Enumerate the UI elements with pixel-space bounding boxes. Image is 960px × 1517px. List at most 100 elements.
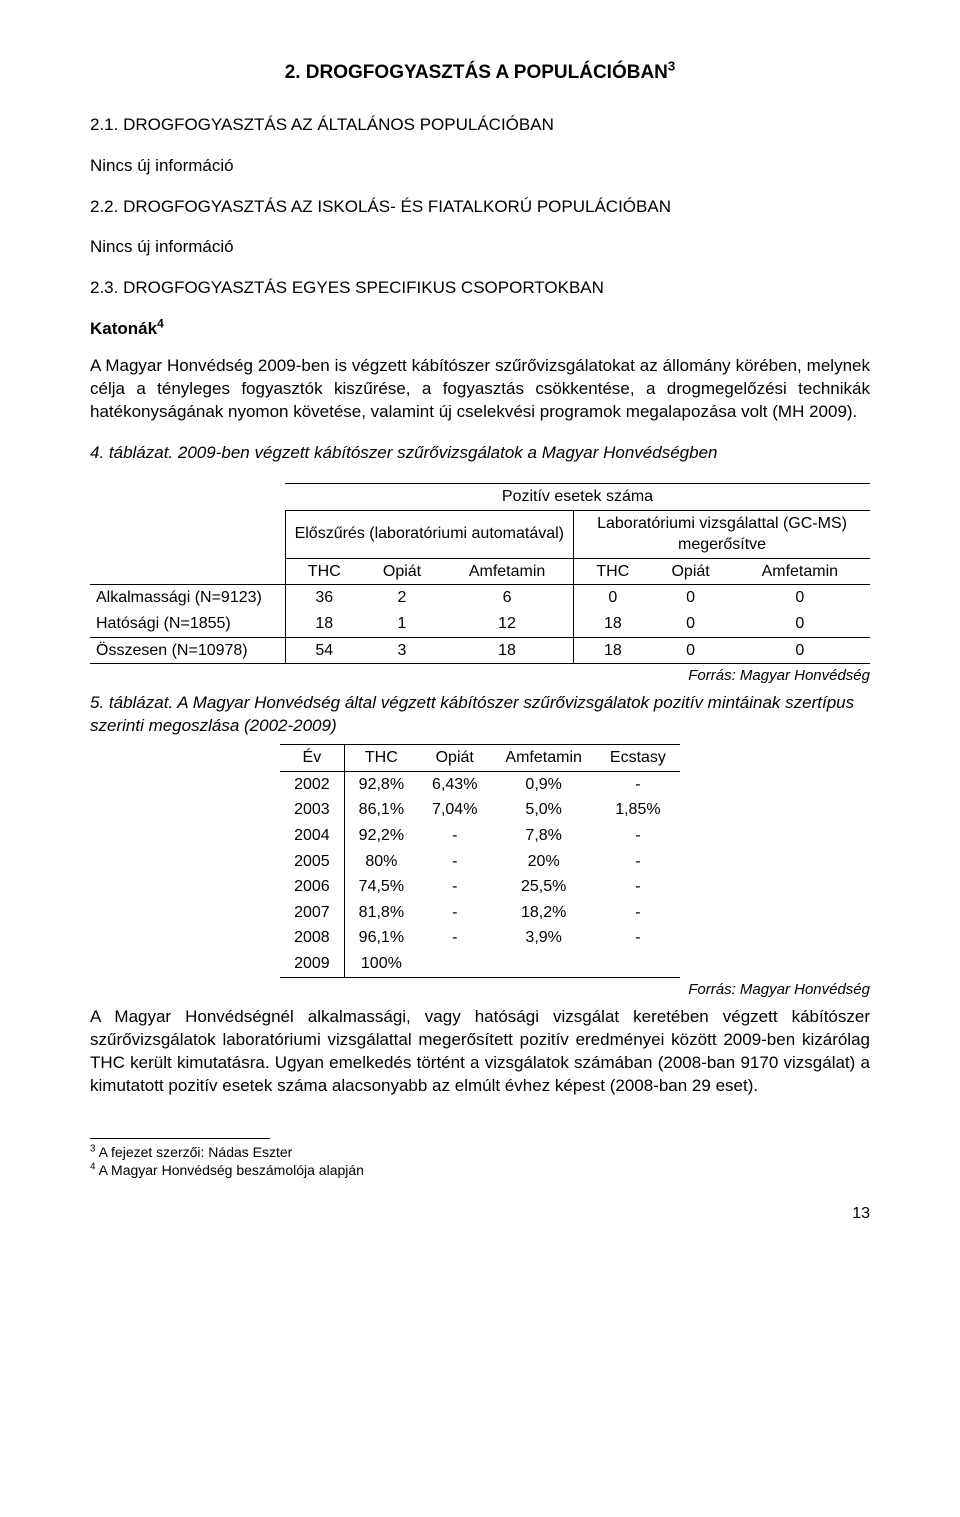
t4-r2-c3: 18 — [574, 637, 652, 664]
t5-r4-c1: 74,5% — [344, 874, 418, 900]
t4-r1-c2: 12 — [441, 611, 574, 637]
table5-source: Forrás: Magyar Honvédség — [90, 980, 870, 1000]
t4-r1-c0: 18 — [285, 611, 363, 637]
table-5: Év THC Opiát Amfetamin Ecstasy 2002 92,8… — [280, 744, 680, 977]
t4-r1-c4: 0 — [652, 611, 730, 637]
heading-sub-2: 2.2. DROGFOGYASZTÁS AZ ISKOLÁS- ÉS FIATA… — [90, 196, 870, 219]
table-row: 2008 96,1% - 3,9% - — [280, 925, 680, 951]
t4-r0-c0: 36 — [285, 585, 363, 611]
katonak-sup: 4 — [157, 317, 164, 331]
t5-r6-c1: 96,1% — [344, 925, 418, 951]
t5-r1-c1: 86,1% — [344, 797, 418, 823]
t4-header-right: Laboratóriumi vizsgálattal (GC-MS) meger… — [574, 510, 870, 558]
footnote-4: 4 A Magyar Honvédség beszámolója alapján — [90, 1161, 870, 1179]
table-row: 2009 100% — [280, 951, 680, 977]
t5-r4-c0: 2006 — [280, 874, 344, 900]
t5-r4-c3: 25,5% — [491, 874, 595, 900]
t5-col-3: Amfetamin — [491, 745, 595, 772]
t5-r2-c3: 7,8% — [491, 823, 595, 849]
heading-main-sup: 3 — [668, 59, 675, 74]
heading-main-text: 2. DROGFOGYASZTÁS A POPULÁCIÓBAN — [285, 62, 668, 83]
table-row: 2006 74,5% - 25,5% - — [280, 874, 680, 900]
t4-col-4: Opiát — [652, 558, 730, 585]
t4-col-0: THC — [285, 558, 363, 585]
t5-r6-c2: - — [418, 925, 491, 951]
t4-r0-c2: 6 — [441, 585, 574, 611]
table-row: 2003 86,1% 7,04% 5,0% 1,85% — [280, 797, 680, 823]
t5-r7-c4 — [596, 951, 680, 977]
t5-col-1: THC — [344, 745, 418, 772]
no-info-2: Nincs új információ — [90, 236, 870, 259]
t5-r2-c4: - — [596, 823, 680, 849]
t4-r0-c4: 0 — [652, 585, 730, 611]
table4-source: Forrás: Magyar Honvédség — [90, 666, 870, 686]
t5-r1-c2: 7,04% — [418, 797, 491, 823]
t5-r0-c0: 2002 — [280, 771, 344, 797]
t5-r1-c3: 5,0% — [491, 797, 595, 823]
t5-r5-c0: 2007 — [280, 900, 344, 926]
t5-r3-c4: - — [596, 849, 680, 875]
t4-r1-c5: 0 — [730, 611, 870, 637]
t5-r5-c1: 81,8% — [344, 900, 418, 926]
conclusion-para: A Magyar Honvédségnél alkalmassági, vagy… — [90, 1006, 870, 1098]
table-row: Alkalmassági (N=9123) 36 2 6 0 0 0 — [90, 585, 870, 611]
footnote-4-text: A Magyar Honvédség beszámolója alapján — [99, 1162, 364, 1178]
katonak-para: A Magyar Honvédség 2009-ben is végzett k… — [90, 355, 870, 424]
t5-r5-c4: - — [596, 900, 680, 926]
t4-col-1: Opiát — [363, 558, 441, 585]
table-row: 2004 92,2% - 7,8% - — [280, 823, 680, 849]
t5-r0-c3: 0,9% — [491, 771, 595, 797]
t5-col-4: Ecstasy — [596, 745, 680, 772]
t4-r2-c2: 18 — [441, 637, 574, 664]
footnote-4-num: 4 — [90, 1161, 95, 1172]
t5-r1-c4: 1,85% — [596, 797, 680, 823]
t5-r2-c0: 2004 — [280, 823, 344, 849]
footnote-3-text: A fejezet szerzői: Nádas Eszter — [99, 1144, 293, 1160]
t4-r2-c5: 0 — [730, 637, 870, 664]
t5-r3-c3: 20% — [491, 849, 595, 875]
t5-col-2: Opiát — [418, 745, 491, 772]
t4-r1-c3: 18 — [574, 611, 652, 637]
table5-caption: 5. táblázat. A Magyar Honvédség által vé… — [90, 692, 870, 738]
t5-r7-c3 — [491, 951, 595, 977]
t5-r0-c2: 6,43% — [418, 771, 491, 797]
t4-r2-c1: 3 — [363, 637, 441, 664]
t5-r2-c2: - — [418, 823, 491, 849]
t4-r0-label: Alkalmassági (N=9123) — [90, 585, 285, 611]
t4-header-top: Pozitív esetek száma — [285, 484, 870, 511]
t5-r3-c0: 2005 — [280, 849, 344, 875]
heading-main: 2. DROGFOGYASZTÁS A POPULÁCIÓBAN3 — [90, 60, 870, 86]
t5-r1-c0: 2003 — [280, 797, 344, 823]
t4-r0-c5: 0 — [730, 585, 870, 611]
katonak-label: Katonák — [90, 319, 157, 338]
table4-caption: 4. táblázat. 2009-ben végzett kábítószer… — [90, 442, 870, 465]
table-row: 2007 81,8% - 18,2% - — [280, 900, 680, 926]
t4-r2-c4: 0 — [652, 637, 730, 664]
katonak-heading: Katonák4 — [90, 318, 870, 341]
t5-r3-c2: - — [418, 849, 491, 875]
t5-r7-c1: 100% — [344, 951, 418, 977]
heading-sub-3: 2.3. DROGFOGYASZTÁS EGYES SPECIFIKUS CSO… — [90, 277, 870, 300]
heading-sub-1: 2.1. DROGFOGYASZTÁS AZ ÁLTALÁNOS POPULÁC… — [90, 114, 870, 137]
t4-header-left: Előszűrés (laboratóriumi automatával) — [285, 510, 574, 558]
footnote-separator — [90, 1138, 270, 1139]
table-row: 2005 80% - 20% - — [280, 849, 680, 875]
page-number: 13 — [90, 1203, 870, 1225]
t5-r7-c2 — [418, 951, 491, 977]
t4-col-3: THC — [574, 558, 652, 585]
table-row: Összesen (N=10978) 54 3 18 18 0 0 — [90, 637, 870, 664]
t5-r4-c2: - — [418, 874, 491, 900]
t5-r2-c1: 92,2% — [344, 823, 418, 849]
t5-r5-c3: 18,2% — [491, 900, 595, 926]
table-row: 2002 92,8% 6,43% 0,9% - — [280, 771, 680, 797]
t4-r1-label: Hatósági (N=1855) — [90, 611, 285, 637]
t4-r1-c1: 1 — [363, 611, 441, 637]
t5-r3-c1: 80% — [344, 849, 418, 875]
footnote-3: 3 A fejezet szerzői: Nádas Eszter — [90, 1143, 870, 1161]
t4-r2-label: Összesen (N=10978) — [90, 637, 285, 664]
t5-r6-c4: - — [596, 925, 680, 951]
t4-col-2: Amfetamin — [441, 558, 574, 585]
t5-r0-c4: - — [596, 771, 680, 797]
table-4: Pozitív esetek száma Előszűrés (laborató… — [90, 483, 870, 664]
table-row: Hatósági (N=1855) 18 1 12 18 0 0 — [90, 611, 870, 637]
